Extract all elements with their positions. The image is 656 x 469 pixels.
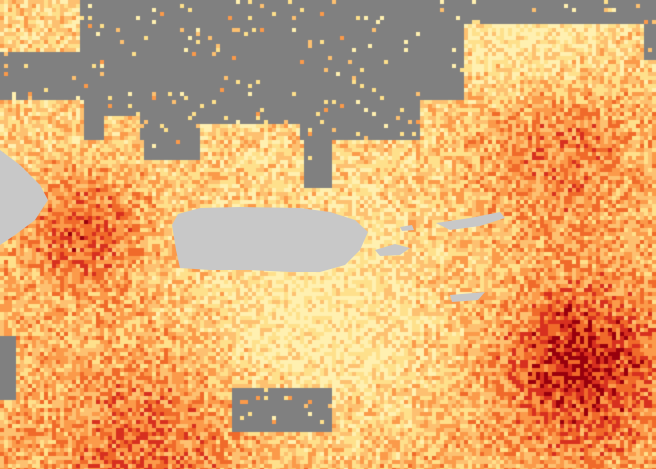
- vieques-island: [375, 244, 410, 256]
- st-croix-island: [450, 292, 485, 302]
- hispaniola-coast: [0, 150, 48, 245]
- puerto-rico-island: [172, 207, 368, 272]
- virgin-islands: [436, 212, 505, 230]
- culebra-island: [400, 225, 414, 231]
